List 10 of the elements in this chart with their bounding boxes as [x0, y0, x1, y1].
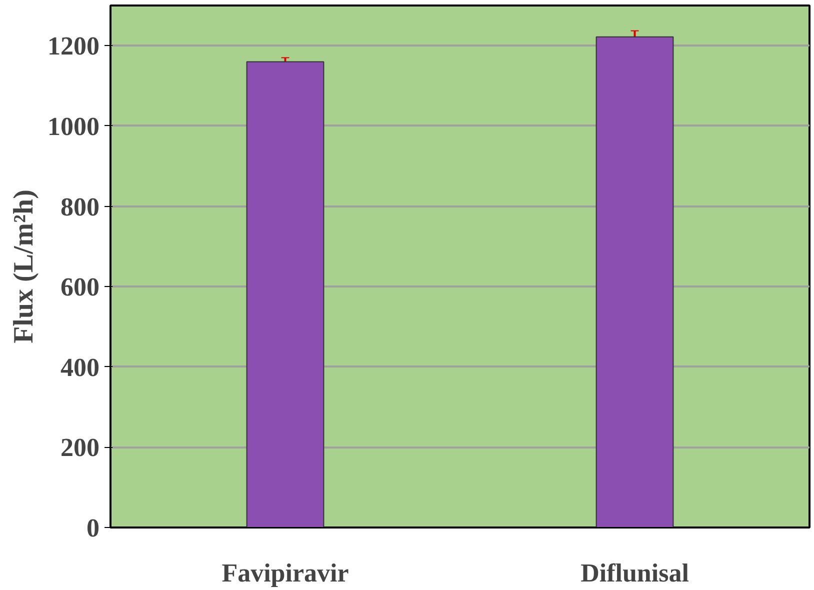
y-tick-label: 0: [86, 514, 100, 542]
y-tick-label: 600: [60, 272, 100, 302]
x-tick-label: Favipiravir: [222, 558, 349, 588]
y-axis-title: Flux (L/m²h): [8, 190, 40, 344]
y-tick-label: 1200: [48, 32, 100, 61]
y-tick-label: 800: [60, 192, 100, 222]
x-tick-label: Diflunisal: [580, 558, 689, 588]
y-tick-label: 1000: [48, 112, 100, 141]
y-tick-label: 400: [60, 352, 100, 382]
y-tick-label: 200: [60, 433, 100, 462]
